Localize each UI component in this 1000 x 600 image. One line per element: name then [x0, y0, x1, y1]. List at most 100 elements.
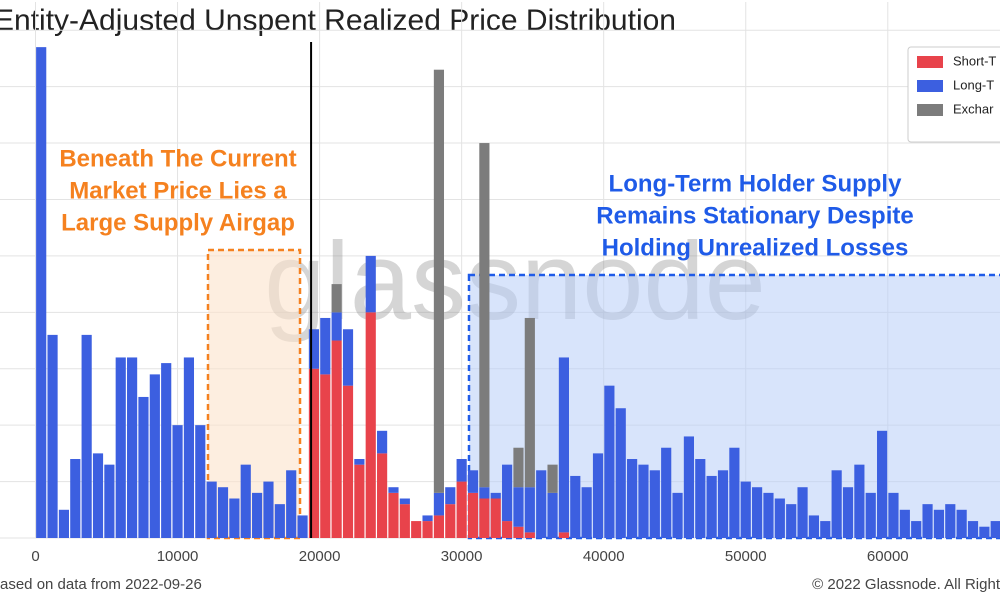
- bar-segment: [752, 487, 763, 538]
- legend-swatch: [917, 56, 943, 68]
- bar-segment: [638, 464, 649, 538]
- bar-segment: [502, 521, 513, 538]
- chart-title: Entity-Adjusted Unspent Realized Price D…: [0, 4, 676, 37]
- footer-source: ased on data from 2022-09-26: [0, 576, 202, 593]
- bar-segment: [479, 487, 490, 499]
- bar-segment: [172, 425, 183, 538]
- legend: Short-T Long-T Exchar: [907, 46, 1000, 143]
- bar-segment: [274, 504, 285, 538]
- bar-segment: [388, 487, 399, 493]
- bar-segment: [479, 143, 490, 488]
- bar-segment: [422, 521, 433, 538]
- bar-segment: [331, 340, 342, 538]
- x-tick-label: 30000: [441, 548, 483, 565]
- bar-segment: [58, 509, 70, 538]
- bar-segment: [229, 498, 240, 538]
- bar-segment: [513, 447, 524, 488]
- bar-segment: [763, 492, 774, 538]
- bar-segment: [524, 532, 535, 538]
- bar-segment: [445, 504, 456, 538]
- bar-segment: [547, 492, 558, 538]
- bar-segment: [627, 459, 638, 538]
- x-tick-label: 50000: [725, 548, 767, 565]
- bar-segment: [479, 498, 490, 538]
- bar-segment: [149, 374, 160, 538]
- bar-segment: [377, 453, 388, 538]
- bar-segment: [558, 532, 570, 538]
- bar-segment: [797, 487, 808, 538]
- bar-segment: [877, 430, 888, 538]
- legend-box: [907, 46, 1000, 143]
- bar-segment: [808, 515, 820, 538]
- bar-segment: [661, 447, 672, 538]
- bar-segment: [911, 521, 922, 538]
- footer-copyright: © 2022 Glassnode. All Right: [812, 576, 1000, 593]
- bar-segment: [502, 464, 513, 522]
- bar-segment: [399, 498, 410, 505]
- bar-segment: [36, 47, 47, 538]
- annotation-line: Large Supply Airgap: [61, 209, 295, 236]
- bar-segment: [706, 475, 717, 538]
- bar-segment: [933, 509, 945, 538]
- bar-segment: [433, 515, 445, 538]
- bar-segment: [217, 487, 229, 538]
- bar-segment: [365, 312, 376, 538]
- bar-segment: [331, 284, 342, 313]
- bar-segment: [467, 470, 479, 493]
- x-tick-label: 20000: [299, 548, 341, 565]
- bar-segment: [47, 334, 58, 538]
- legend-label: Long-T: [953, 77, 994, 92]
- bar-segment: [365, 255, 376, 313]
- bar-segment: [240, 464, 251, 538]
- bar-segment: [195, 425, 206, 538]
- bar-segment: [956, 509, 967, 538]
- bar-segment: [161, 363, 172, 538]
- bar-segment: [342, 329, 354, 386]
- x-tick-label: 0: [31, 548, 39, 565]
- bar-segment: [411, 521, 422, 538]
- bar-segment: [786, 504, 797, 538]
- bar-segment: [138, 396, 149, 538]
- bar-segment: [490, 498, 501, 538]
- bar-segment: [490, 492, 501, 499]
- bar-segment: [513, 526, 524, 538]
- bar-segment: [456, 481, 467, 538]
- bar-segment: [774, 498, 785, 538]
- bar-segment: [672, 492, 683, 538]
- x-tick-label: 10000: [157, 548, 199, 565]
- bar-segment: [467, 492, 479, 538]
- bar-segment: [524, 487, 535, 533]
- bar-segment: [683, 436, 695, 538]
- bar-segment: [513, 487, 524, 527]
- bar-segment: [536, 470, 547, 538]
- bar-segment: [865, 492, 876, 538]
- legend-swatch: [917, 104, 943, 116]
- bar-segment: [445, 487, 456, 505]
- bar-segment: [104, 464, 115, 538]
- annotation-line: Holding Unrealized Losses: [602, 234, 909, 261]
- bar-segment: [81, 334, 92, 538]
- legend-label: Short-T: [953, 53, 996, 68]
- bar-segment: [979, 526, 990, 538]
- bar-segment: [615, 408, 626, 538]
- bar-segment: [729, 447, 740, 538]
- x-tick-label: 60000: [867, 548, 909, 565]
- legend-swatch: [917, 80, 943, 92]
- bar-segment: [740, 481, 751, 538]
- bar-segment: [547, 464, 558, 493]
- bar-segment: [433, 492, 445, 516]
- bar-segment: [286, 470, 297, 538]
- bar-segment: [570, 475, 581, 538]
- legend-label: Exchar: [953, 101, 994, 116]
- bar-segment: [115, 357, 126, 538]
- bar-segment: [320, 374, 331, 538]
- annotation-line: Beneath The Current: [59, 145, 296, 172]
- bar-segment: [70, 459, 81, 538]
- bar-segment: [127, 357, 138, 538]
- annotation-line: Long-Term Holder Supply: [609, 170, 903, 197]
- bar-segment: [183, 357, 195, 538]
- bar-segment: [422, 515, 433, 522]
- bar-segment: [377, 430, 388, 454]
- x-tick-label: 40000: [583, 548, 625, 565]
